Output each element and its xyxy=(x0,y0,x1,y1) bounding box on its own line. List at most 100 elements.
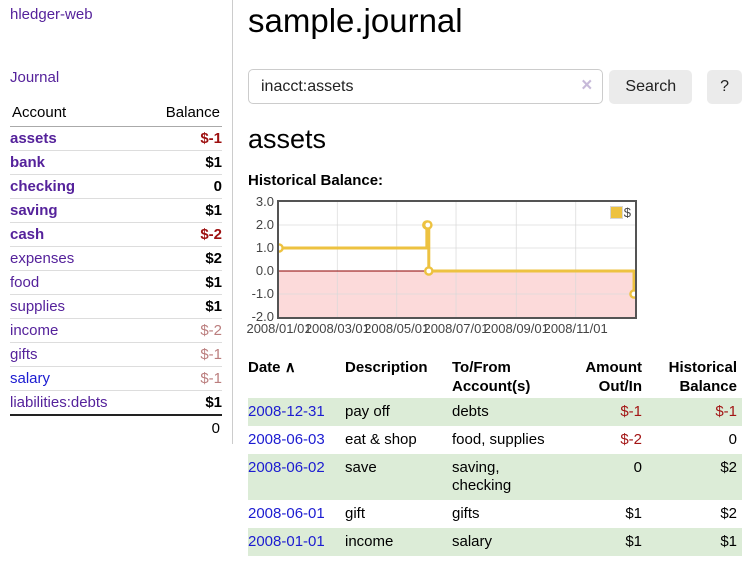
help-button[interactable]: ? xyxy=(707,69,742,104)
account-balance: $1 xyxy=(142,294,222,319)
x-tick-label: 2008/07/01 xyxy=(423,321,489,336)
accounts-total-spacer xyxy=(10,414,143,441)
account-row: supplies $1 xyxy=(10,294,222,319)
y-tick-label: 0.0 xyxy=(255,263,274,278)
sidebar-account-link-liabilities-debts[interactable]: liabilities:debts xyxy=(10,394,108,411)
register-row: 2008-01-01 income salary $1 $1 xyxy=(248,528,742,556)
account-balance: $-1 xyxy=(142,126,222,151)
x-tick-label: 2008/09/01 xyxy=(483,321,549,336)
register-row: 2008-12-31 pay off debts $-1 $-1 xyxy=(248,398,742,426)
transaction-date-link[interactable]: 2008-01-01 xyxy=(248,533,325,550)
x-tick-label: 2008/05/01 xyxy=(364,321,430,336)
transaction-amount: $-2 xyxy=(620,431,642,448)
legend-swatch-icon xyxy=(609,206,623,219)
transaction-accounts: debts xyxy=(452,403,489,420)
transaction-balance: $1 xyxy=(720,533,737,550)
brand-link[interactable]: hledger-web xyxy=(10,6,93,23)
sidebar-account-link-bank[interactable]: bank xyxy=(10,154,46,171)
transaction-amount: 0 xyxy=(633,459,642,476)
account-row: liabilities:debts $1 xyxy=(10,390,222,415)
account-balance: $-2 xyxy=(142,318,222,343)
sort-ascending-icon: ∧ xyxy=(284,359,296,376)
account-balance: $1 xyxy=(142,150,222,175)
register-header-account: To/From Account(s) xyxy=(452,359,531,395)
sidebar-account-link-assets[interactable]: assets xyxy=(10,130,57,147)
transaction-accounts: saving, checking xyxy=(452,459,512,494)
transaction-balance: 0 xyxy=(728,431,737,448)
account-row: expenses $2 xyxy=(10,246,222,271)
sidebar-account-link-income[interactable]: income xyxy=(10,322,59,339)
register-row: 2008-06-02 save saving, checking 0 $2 xyxy=(248,454,742,500)
accounts-total-value: 0 xyxy=(142,414,222,441)
register-row: 2008-06-01 gift gifts $1 $2 xyxy=(248,500,742,528)
sidebar-account-link-food[interactable]: food xyxy=(10,274,40,291)
transaction-amount: $-1 xyxy=(620,403,642,420)
account-row: income $-2 xyxy=(10,318,222,343)
historical-balance-chart: 3.0 2.0 1.0 0.0 -1.0 -2.0 $ 2008/01/01 2008/03… xyxy=(246,195,742,342)
sidebar-account-link-supplies[interactable]: supplies xyxy=(10,298,66,315)
sidebar-account-link-checking[interactable]: checking xyxy=(10,178,76,195)
transaction-description: save xyxy=(345,459,377,476)
y-tick-label: -2.0 xyxy=(251,309,274,324)
main-content: sample.journal × Search ? assets Histori… xyxy=(246,0,742,556)
account-balance: $1 xyxy=(142,390,222,415)
register-row: 2008-06-03 eat & shop food, supplies $-2 0 xyxy=(248,426,742,454)
account-balance: 0 xyxy=(142,174,222,199)
account-balance: $-1 xyxy=(142,366,222,391)
search-input[interactable] xyxy=(248,69,604,104)
transaction-date-link[interactable]: 2008-06-01 xyxy=(248,505,325,522)
account-row: salary $-1 xyxy=(10,366,222,391)
chart-point xyxy=(423,266,434,276)
transaction-description: pay off xyxy=(345,403,390,420)
sidebar-account-link-salary[interactable]: salary xyxy=(10,370,51,387)
chart-title: Historical Balance: xyxy=(248,172,384,189)
chart-point xyxy=(423,220,433,230)
chart-canvas xyxy=(279,202,635,317)
y-tick-label: -1.0 xyxy=(251,286,274,301)
legend-label: $ xyxy=(623,205,631,220)
page-title: sample.journal xyxy=(248,2,463,39)
register-header-amount: Amount Out/In xyxy=(585,359,642,395)
transaction-balance: $-1 xyxy=(715,403,737,420)
x-tick-label: 2008/03/01 xyxy=(304,321,370,336)
search-button[interactable]: Search xyxy=(609,69,693,104)
clear-search-icon[interactable]: × xyxy=(581,75,593,96)
chart-point xyxy=(279,243,284,253)
transaction-amount: $1 xyxy=(625,505,642,522)
transaction-description: gift xyxy=(345,505,366,522)
account-row: checking 0 xyxy=(10,174,222,199)
search-input-wrap: × xyxy=(248,69,604,104)
register-header-date[interactable]: Date ∧ xyxy=(248,356,345,398)
transaction-date-link[interactable]: 2008-06-03 xyxy=(248,431,325,448)
transaction-accounts: gifts xyxy=(452,505,480,522)
chart-y-axis: 3.0 2.0 1.0 0.0 -1.0 -2.0 xyxy=(248,195,274,324)
account-heading: assets xyxy=(248,124,327,154)
transaction-accounts: salary xyxy=(452,533,493,550)
chart-legend: $ xyxy=(607,204,633,221)
accounts-total-row: 0 xyxy=(10,414,222,441)
sidebar-account-link-gifts[interactable]: gifts xyxy=(10,346,38,363)
transaction-date-link[interactable]: 2008-06-02 xyxy=(248,459,325,476)
account-row: saving $1 xyxy=(10,198,222,223)
register-table: Date ∧ Description To/From Account(s) Am… xyxy=(248,356,742,556)
accounts-header-balance: Balance xyxy=(142,101,222,127)
x-tick-label: 2008/01/01 xyxy=(246,321,312,336)
account-row: cash $-2 xyxy=(10,222,222,247)
sidebar-account-link-saving[interactable]: saving xyxy=(10,202,58,219)
transaction-date-link[interactable]: 2008-12-31 xyxy=(248,403,325,420)
account-balance: $1 xyxy=(142,270,222,295)
sidebar-account-link-cash[interactable]: cash xyxy=(10,226,45,243)
account-balance: $1 xyxy=(142,198,222,223)
accounts-header-account: Account xyxy=(10,101,143,127)
search-form: × Search ? xyxy=(248,69,742,104)
account-balance: $2 xyxy=(142,246,222,271)
register-header-balance: Historical Balance xyxy=(668,359,737,395)
transaction-balance: $2 xyxy=(720,459,737,476)
y-tick-label: 1.0 xyxy=(255,240,274,255)
sidebar-item-journal[interactable]: Journal xyxy=(10,69,60,86)
sidebar-account-link-expenses[interactable]: expenses xyxy=(10,250,75,267)
account-row: bank $1 xyxy=(10,150,222,175)
transaction-description: eat & shop xyxy=(345,431,417,448)
transaction-accounts: food, supplies xyxy=(452,431,545,448)
y-tick-label: 3.0 xyxy=(255,194,274,209)
